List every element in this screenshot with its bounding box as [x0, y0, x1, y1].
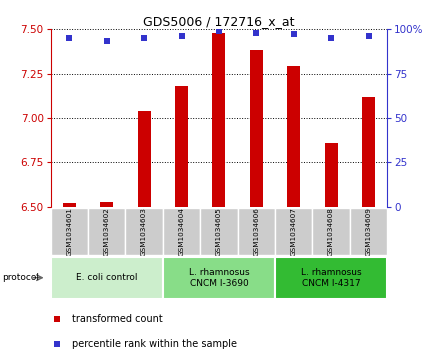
Bar	[163, 208, 200, 255]
Text: GSM1034604: GSM1034604	[179, 207, 184, 256]
Bar	[350, 208, 387, 255]
Bar	[325, 143, 337, 207]
Bar	[100, 201, 113, 207]
Text: GSM1034605: GSM1034605	[216, 207, 222, 256]
Text: GSM1034609: GSM1034609	[366, 207, 371, 256]
Bar	[51, 208, 88, 255]
Title: GDS5006 / 172716_x_at: GDS5006 / 172716_x_at	[143, 15, 295, 28]
Text: L. rhamnosus
CNCM I-3690: L. rhamnosus CNCM I-3690	[189, 268, 249, 288]
Bar	[238, 208, 275, 255]
Text: percentile rank within the sample: percentile rank within the sample	[73, 339, 238, 348]
Bar	[138, 111, 150, 207]
Bar	[51, 257, 163, 299]
Text: transformed count: transformed count	[73, 314, 163, 324]
Bar	[63, 203, 76, 207]
Text: GSM1034603: GSM1034603	[141, 207, 147, 256]
Text: E. coli control: E. coli control	[76, 273, 137, 282]
Text: GSM1034606: GSM1034606	[253, 207, 259, 256]
Bar	[275, 257, 387, 299]
Bar	[200, 208, 238, 255]
Text: protocol: protocol	[3, 273, 40, 282]
Text: GSM1034602: GSM1034602	[104, 207, 110, 256]
Bar	[213, 33, 225, 207]
Bar	[362, 97, 375, 207]
Bar	[287, 66, 300, 207]
Bar	[88, 208, 125, 255]
Bar	[275, 208, 312, 255]
Text: GSM1034607: GSM1034607	[291, 207, 297, 256]
Bar	[250, 50, 263, 207]
Text: L. rhamnosus
CNCM I-4317: L. rhamnosus CNCM I-4317	[301, 268, 361, 288]
Bar	[125, 208, 163, 255]
Text: GSM1034601: GSM1034601	[66, 207, 72, 256]
Bar	[163, 257, 275, 299]
Text: GSM1034608: GSM1034608	[328, 207, 334, 256]
Bar	[312, 208, 350, 255]
Bar	[175, 86, 188, 207]
